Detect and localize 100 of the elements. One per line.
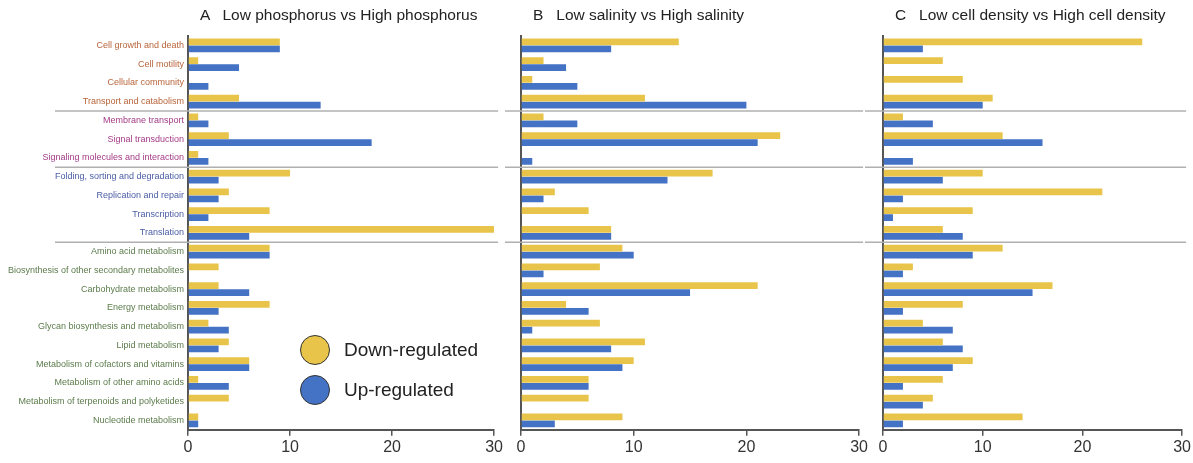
x-tick-label: 0 bbox=[516, 437, 526, 455]
x-tick-label: 20 bbox=[737, 437, 756, 455]
bar bbox=[521, 420, 555, 428]
bar bbox=[883, 76, 963, 83]
bar bbox=[521, 345, 612, 353]
bar bbox=[883, 132, 1003, 139]
bar bbox=[188, 132, 229, 139]
y-tick-label: Metabolism of terpenoids and polyketides bbox=[18, 396, 185, 407]
y-tick-label: Membrane transport bbox=[102, 114, 185, 125]
y-tick-label: Signal transduction bbox=[107, 133, 184, 144]
bar bbox=[883, 226, 943, 233]
x-tick-label: 30 bbox=[485, 437, 504, 455]
bar bbox=[521, 38, 679, 46]
bar bbox=[883, 319, 923, 327]
bar bbox=[521, 289, 691, 296]
bar bbox=[188, 282, 219, 290]
bar bbox=[521, 169, 713, 177]
bar bbox=[521, 139, 758, 146]
x-tick-label: 30 bbox=[1173, 437, 1192, 455]
bar bbox=[521, 45, 612, 53]
bar bbox=[188, 176, 219, 184]
y-tick-label: Transcription bbox=[132, 208, 184, 219]
bar bbox=[883, 282, 1053, 290]
bar bbox=[188, 244, 270, 252]
bar bbox=[188, 64, 240, 71]
bar bbox=[883, 176, 943, 184]
bar bbox=[188, 139, 372, 146]
bar bbox=[883, 169, 983, 177]
bar bbox=[883, 158, 913, 165]
bar bbox=[188, 38, 280, 46]
bar bbox=[188, 263, 219, 271]
y-tick-label: Cell growth and death bbox=[96, 39, 184, 50]
y-tick-label: Nucleotide metabolism bbox=[92, 414, 184, 425]
bar bbox=[521, 319, 600, 327]
bar bbox=[521, 383, 589, 390]
bar bbox=[188, 158, 209, 165]
bar bbox=[188, 394, 229, 402]
y-tick-label: Metabolism of cofactors and vitamins bbox=[35, 358, 185, 369]
bar bbox=[521, 76, 533, 83]
bar bbox=[883, 345, 963, 353]
bar bbox=[521, 207, 589, 215]
bar bbox=[883, 233, 963, 240]
bar bbox=[188, 357, 250, 365]
bar bbox=[521, 94, 645, 102]
bar bbox=[521, 338, 645, 346]
bar bbox=[883, 301, 963, 308]
bar bbox=[883, 263, 913, 271]
bar bbox=[521, 113, 544, 121]
x-tick-label: 10 bbox=[973, 437, 992, 455]
bar bbox=[188, 94, 240, 102]
bar bbox=[883, 326, 953, 334]
bar bbox=[883, 357, 973, 365]
bar bbox=[521, 357, 634, 365]
y-tick-label: Folding, sorting and degradation bbox=[54, 171, 184, 182]
bar bbox=[188, 319, 209, 327]
bar bbox=[521, 308, 589, 315]
bar bbox=[883, 289, 1033, 296]
bar bbox=[521, 270, 544, 278]
x-tick-label: 20 bbox=[1073, 437, 1092, 455]
x-tick-label: 30 bbox=[850, 437, 869, 455]
bar bbox=[188, 251, 270, 259]
bar bbox=[188, 226, 495, 233]
bar bbox=[188, 151, 199, 158]
y-tick-label: Transport and catabolism bbox=[82, 96, 184, 107]
y-tick-label: Biosynthesis of other secondary metabolites bbox=[7, 264, 185, 275]
bar bbox=[883, 394, 933, 402]
bar bbox=[521, 364, 623, 371]
bar bbox=[521, 394, 589, 402]
y-tick-label: Lipid metabolism bbox=[116, 339, 184, 350]
bar bbox=[188, 289, 250, 296]
bar bbox=[188, 345, 219, 353]
y-tick-label: Amino acid metabolism bbox=[90, 246, 184, 257]
bar bbox=[188, 169, 291, 177]
bar bbox=[521, 251, 634, 259]
bar bbox=[883, 251, 973, 259]
bar bbox=[883, 120, 933, 128]
y-tick-label: Translation bbox=[139, 227, 184, 238]
bar bbox=[521, 301, 567, 308]
chart-title: B Low salinity vs High salinity bbox=[533, 6, 745, 24]
bar bbox=[883, 376, 943, 383]
bar bbox=[883, 383, 903, 390]
bar bbox=[188, 383, 229, 390]
y-tick-label: Cellular community bbox=[107, 77, 185, 88]
bar bbox=[188, 57, 199, 64]
bar bbox=[521, 282, 758, 290]
bar bbox=[188, 301, 270, 308]
bar bbox=[883, 139, 1043, 146]
x-tick-label: 0 bbox=[878, 437, 888, 455]
bar bbox=[521, 57, 544, 64]
bar bbox=[883, 364, 953, 371]
bar bbox=[883, 101, 983, 109]
bar bbox=[883, 401, 923, 409]
bar bbox=[521, 244, 623, 252]
bar bbox=[521, 376, 589, 383]
bar bbox=[188, 233, 250, 240]
bar bbox=[883, 308, 903, 315]
bar bbox=[521, 83, 578, 90]
y-tick-label: Metabolism of other amino acids bbox=[54, 377, 185, 388]
chart-title: A Low phosphorus vs High phosphorus bbox=[200, 6, 478, 24]
bar bbox=[521, 263, 600, 271]
